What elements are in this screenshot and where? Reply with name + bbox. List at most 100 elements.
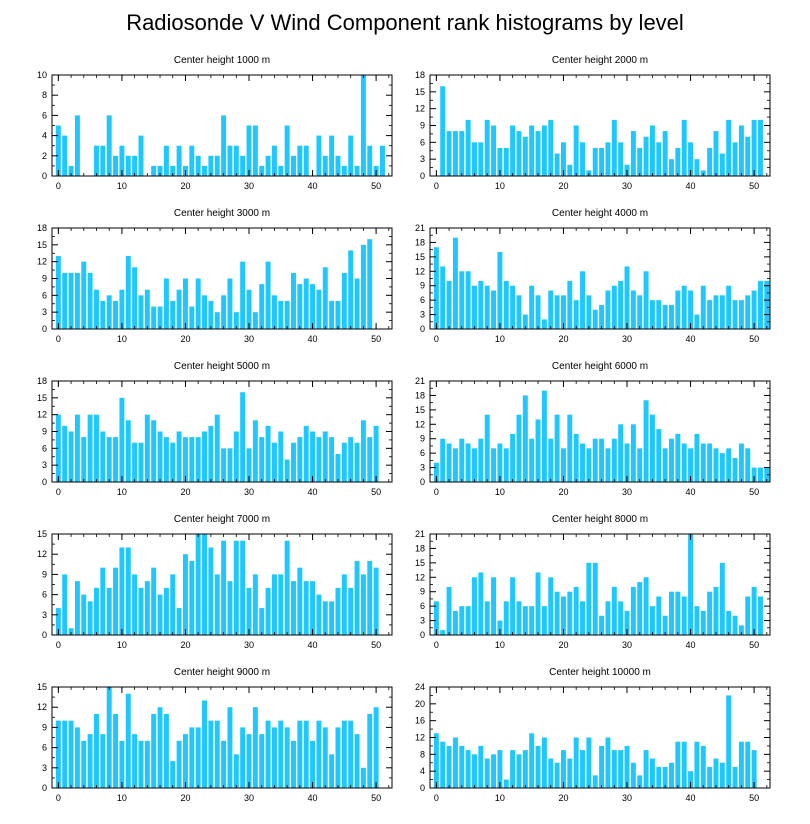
bar <box>246 587 252 635</box>
bar <box>675 433 681 482</box>
bar <box>637 147 643 176</box>
bar <box>529 125 535 176</box>
bar <box>240 727 246 788</box>
y-tick-label: 15 <box>37 682 47 692</box>
y-tick-label: 3 <box>42 460 47 470</box>
x-tick-label: 50 <box>371 487 381 497</box>
x-tick-label: 20 <box>180 334 190 344</box>
bar <box>548 290 554 329</box>
bar <box>440 630 446 635</box>
bar <box>62 425 68 482</box>
bar <box>259 165 265 176</box>
bar <box>271 574 277 635</box>
panel-7: Center height 7000 m 0 10 20 30 40 50 0 3 6 9 12 15 <box>37 514 393 650</box>
bar <box>738 125 744 176</box>
bar <box>643 577 649 635</box>
bar <box>719 295 725 329</box>
y-tick-label: 6 <box>42 290 47 300</box>
bar <box>503 448 509 482</box>
bar <box>452 237 458 329</box>
bar <box>624 610 630 635</box>
bar <box>440 86 446 176</box>
x-tick-label: 10 <box>495 487 505 497</box>
bar <box>189 560 195 635</box>
bar <box>87 272 93 329</box>
bar <box>113 437 119 482</box>
y-tick-label: 15 <box>415 558 425 568</box>
bar <box>252 312 258 329</box>
bar <box>151 567 157 635</box>
bar <box>354 734 360 788</box>
bar <box>713 295 719 329</box>
bar <box>630 131 636 176</box>
bar <box>630 586 636 635</box>
bar <box>316 437 322 482</box>
x-tick-label: 30 <box>622 181 632 191</box>
bar <box>74 581 80 635</box>
bar <box>554 762 560 788</box>
bar <box>669 762 674 788</box>
bar <box>284 459 290 482</box>
bar <box>246 734 252 788</box>
bar <box>719 562 725 635</box>
bar <box>440 266 446 329</box>
bar <box>688 142 694 176</box>
bar <box>465 443 471 482</box>
bar <box>119 289 125 329</box>
bar <box>554 591 560 635</box>
y-tick-label: 0 <box>420 630 425 640</box>
x-tick-label: 50 <box>371 181 381 191</box>
bar <box>726 285 732 329</box>
bar <box>125 547 131 635</box>
y-tick-label: 12 <box>415 419 425 429</box>
bar <box>291 442 296 482</box>
bar <box>732 615 738 635</box>
bar <box>624 745 630 788</box>
y-tick-label: 12 <box>415 266 425 276</box>
bar <box>643 400 649 482</box>
bar <box>144 414 150 482</box>
bar <box>360 574 366 635</box>
bar <box>113 300 119 329</box>
bar <box>605 448 611 482</box>
bar <box>637 295 643 329</box>
bar <box>440 438 446 482</box>
bar <box>681 443 687 482</box>
y-tick-label: 0 <box>420 171 425 181</box>
bar <box>360 244 366 329</box>
bar <box>316 720 322 788</box>
bar <box>163 587 169 635</box>
bar <box>208 720 214 788</box>
bar <box>732 300 738 329</box>
bar <box>316 594 322 635</box>
bar <box>681 596 687 635</box>
bar <box>221 115 227 176</box>
bar <box>586 737 592 788</box>
bar <box>252 125 258 176</box>
y-tick-label: 12 <box>415 733 425 743</box>
bar <box>757 280 763 329</box>
y-tick-label: 0 <box>420 477 425 487</box>
x-tick-label: 40 <box>308 181 318 191</box>
x-tick-label: 30 <box>244 487 254 497</box>
bar <box>649 758 655 788</box>
bar <box>138 442 144 482</box>
x-tick-label: 20 <box>180 181 190 191</box>
bar <box>446 131 452 176</box>
bar <box>503 779 509 788</box>
bar <box>732 457 738 482</box>
bar <box>624 443 630 482</box>
y-tick-label: 21 <box>415 376 425 386</box>
bar <box>68 272 74 329</box>
bar <box>446 443 452 482</box>
bar <box>554 295 560 329</box>
bar <box>291 272 296 329</box>
bar <box>713 131 719 176</box>
x-tick-label: 30 <box>622 334 632 344</box>
bar <box>548 119 554 176</box>
bar <box>535 419 541 482</box>
bar <box>694 159 700 176</box>
bar <box>764 467 770 482</box>
bar <box>707 591 713 635</box>
bar <box>195 278 201 329</box>
